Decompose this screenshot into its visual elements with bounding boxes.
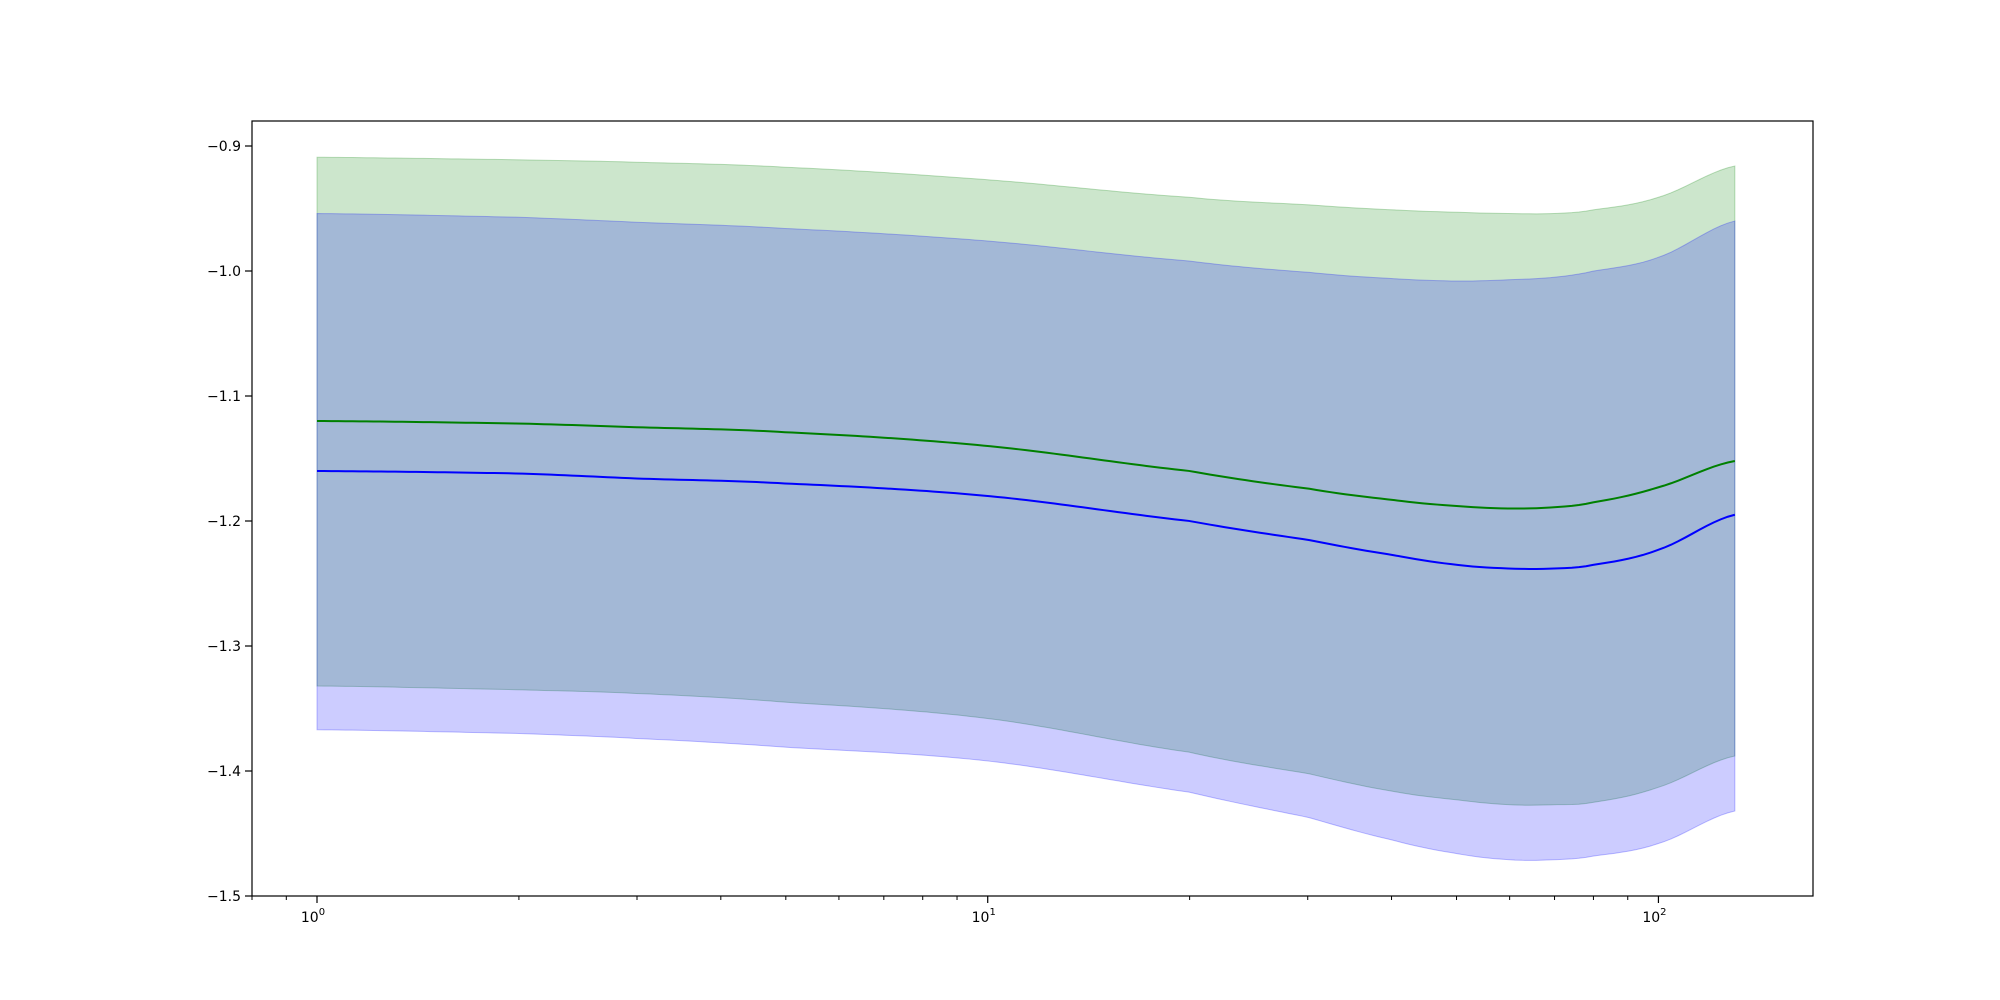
y-tick-label-5: −1.4	[207, 764, 241, 780]
y-tick-label-2: −1.1	[207, 389, 241, 405]
y-tick-label-4: −1.3	[207, 639, 241, 655]
series-lines	[316, 420, 1736, 570]
x-axis: 100 101 102	[251, 896, 1667, 926]
y-tick-label-0: −0.9	[207, 139, 241, 155]
plot-frame	[251, 120, 1814, 897]
series-0-line	[316, 420, 1736, 510]
y-tick-label-6: −1.5	[207, 889, 241, 905]
x-tick-label-1: 101	[972, 907, 996, 926]
y-tick-label-1: −1.0	[207, 264, 241, 280]
series-1-band	[316, 212, 1736, 861]
series-0-band	[316, 156, 1736, 806]
x-tick-label-0: 100	[301, 907, 325, 926]
y-tick-label-3: −1.2	[207, 514, 241, 530]
x-tick-label-2: 102	[1642, 907, 1666, 926]
series-1-line	[316, 470, 1736, 570]
confidence-bands	[316, 156, 1736, 861]
y-axis: −0.9 −1.0 −1.1 −1.2 −1.3 −1.4 −1.5	[207, 139, 252, 905]
